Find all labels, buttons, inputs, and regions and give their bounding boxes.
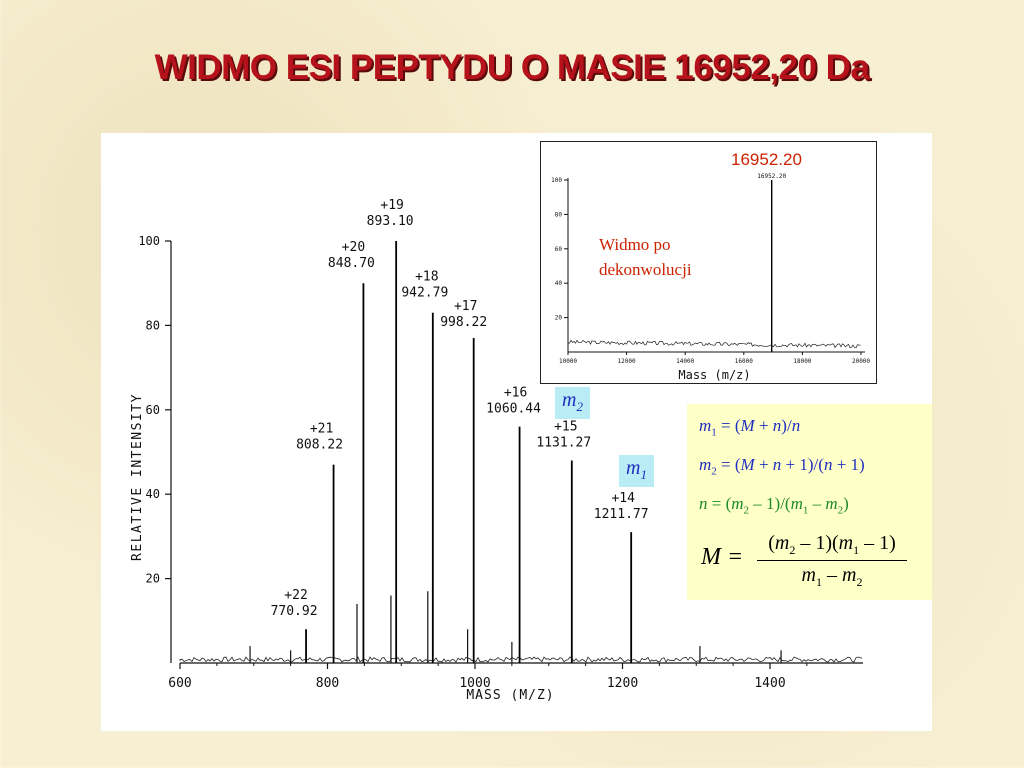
baseline-noise: [179, 656, 863, 663]
formula-M-fraction: (m2 – 1)(m1 – 1) m1 – m2: [757, 532, 907, 590]
inset-x-tick-label: 20000: [852, 358, 870, 365]
inset-y-tick-label: 80: [555, 211, 563, 218]
inset-y-tick-label: 20: [555, 315, 563, 322]
inset-caption-line2: dekonwolucji: [599, 260, 692, 279]
inset-x-tick-label: 12000: [618, 358, 636, 365]
peak-mz-label: 1211.77: [594, 507, 649, 522]
inset-y-tick-label: 40: [555, 280, 563, 287]
peak-charge-label: +18: [415, 270, 438, 285]
inset-caption: Widmo po dekonwolucji: [599, 232, 749, 282]
peak-charge-label: +15: [554, 419, 577, 434]
x-axis-label: MASS (M/Z): [466, 688, 554, 703]
peak-mz-label: 942.79: [401, 286, 448, 301]
peak-charge-label: +21: [310, 422, 333, 437]
formula-M-symbol: M =: [701, 544, 744, 570]
formula-m2: m2 = (M + n + 1)/(n + 1): [699, 455, 865, 478]
spectrum-panel: 20 40 60 80 100 600 800 1000 1200 1400 MASS (M/Z) R…: [101, 133, 932, 731]
peak-mz-label: 770.92: [271, 604, 318, 619]
x-tick-label: 1000: [459, 676, 490, 691]
m2-badge: m2: [555, 387, 590, 419]
inset-x-tick-label: 14000: [676, 358, 694, 365]
formula-box: m1 = (M + n)/n m2 = (M + n + 1)/(n + 1) …: [687, 404, 932, 600]
inset-caption-line1: Widmo po: [599, 235, 671, 254]
peak-charge-label: +22: [284, 588, 307, 603]
y-tick-label: 60: [146, 403, 160, 417]
peak-mz-label: 893.10: [367, 214, 414, 229]
formula-n: n = (m2 – 1)/(m1 – m2): [699, 494, 849, 517]
y-axis-label: RELATIVE INTENSITY: [130, 393, 145, 561]
peak-charge-label: +17: [454, 299, 477, 314]
inset-peak-label: 16952.20: [731, 150, 802, 169]
inset-peak-small-label: 16952.20: [757, 173, 786, 180]
x-tick-label: 600: [168, 676, 191, 691]
inset-x-axis-label: Mass (m/z): [678, 368, 750, 382]
peak-mz-label: 808.22: [296, 438, 343, 453]
inset-x-tick-label: 16000: [735, 358, 753, 365]
peak-mz-label: 1131.27: [536, 435, 591, 450]
formula-M-denominator: m1 – m2: [801, 564, 863, 589]
peak-mz-label: 998.22: [440, 315, 487, 330]
y-tick-label: 100: [138, 234, 160, 248]
deconvoluted-inset: 20 40 60 80 100 10000 12000 14000 16000 18000 2000…: [540, 141, 877, 384]
peak-mz-label: 1060.44: [486, 402, 541, 417]
peak-charge-label: +16: [504, 386, 527, 401]
peak-charge-label: +20: [342, 240, 365, 255]
esi-spectrum-chart: 20 40 60 80 100 600 800 1000 1200 1400 MASS (M/Z) R…: [130, 198, 863, 703]
deconvoluted-chart: 20 40 60 80 100 10000 12000 14000 16000 18000 2000…: [551, 173, 870, 382]
inset-y-tick-label: 60: [555, 246, 563, 253]
slide-title: WIDMO ESI PEPTYDU O MASIE 16952,20 Da: [154, 48, 870, 87]
inset-baseline-noise: [567, 339, 861, 349]
inset-y-tick-label: 100: [551, 177, 562, 184]
y-tick-label: 20: [146, 572, 160, 586]
peak-charge-label: +14: [611, 491, 635, 506]
formula-M-numerator: (m2 – 1)(m1 – 1): [757, 532, 907, 561]
formula-m1: m1 = (M + n)/n: [699, 416, 801, 439]
peak-mz-label: 848.70: [328, 256, 375, 271]
x-tick-label: 800: [316, 676, 339, 691]
x-tick-label: 1200: [607, 676, 638, 691]
inset-x-tick-label: 10000: [559, 358, 577, 365]
x-tick-label: 1400: [754, 676, 785, 691]
m1-badge: m1: [619, 455, 654, 487]
y-tick-label: 40: [146, 487, 160, 501]
peak-charge-label: +19: [380, 198, 403, 213]
y-tick-label: 80: [146, 318, 160, 332]
inset-x-tick-label: 18000: [793, 358, 811, 365]
